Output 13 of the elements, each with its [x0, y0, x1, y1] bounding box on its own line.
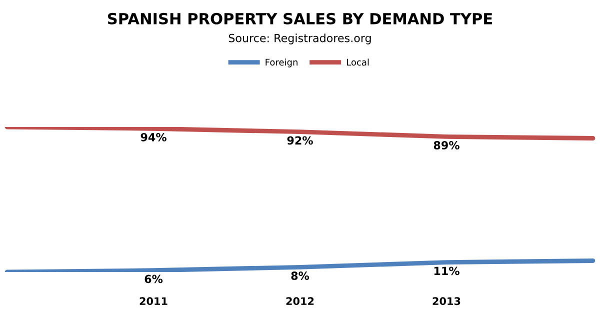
data-label: 8% — [291, 272, 310, 280]
x-tick-label: 2012 — [286, 297, 314, 306]
data-label: 89% — [434, 141, 460, 150]
chart-title: SPANISH PROPERTY SALES BY DEMAND TYPE — [108, 12, 492, 24]
x-tick-label: 2013 — [432, 297, 460, 306]
legend-label: Foreign — [266, 58, 298, 68]
data-label: 6% — [144, 274, 163, 284]
data-label: 92% — [287, 136, 313, 145]
x-tick-label: 2011 — [140, 297, 168, 306]
data-label: 11% — [434, 266, 460, 276]
legend-label: Local — [346, 58, 369, 66]
data-label: 94% — [140, 132, 166, 142]
chart-subtitle: Source: Registradores.org — [228, 34, 371, 44]
